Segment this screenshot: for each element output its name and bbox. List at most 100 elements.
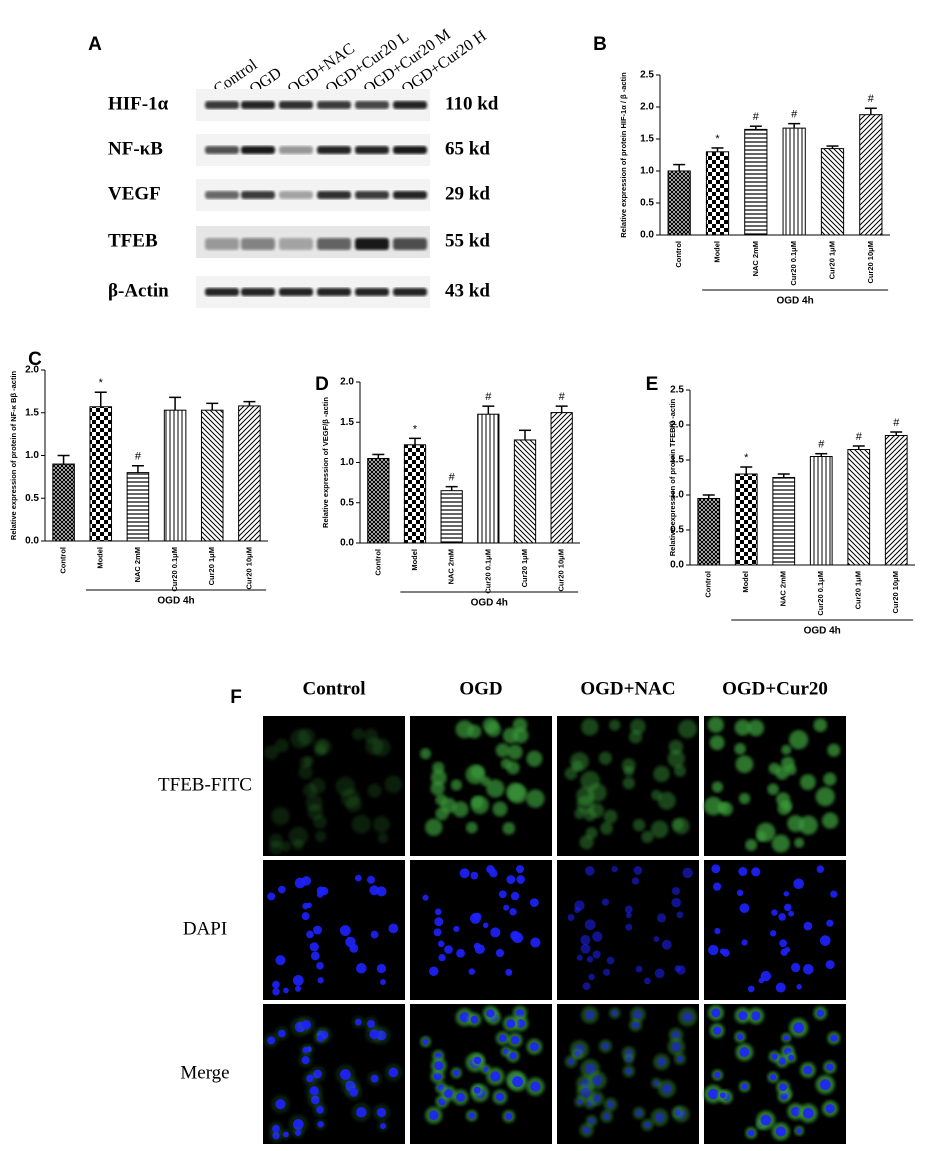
cell-dapi [301, 876, 312, 886]
bar [513, 439, 537, 544]
cell-dapi [803, 1107, 814, 1119]
cell-fitc [785, 764, 797, 776]
cell-fitc [668, 739, 684, 755]
cell-dapi [576, 1098, 583, 1105]
bar [367, 457, 390, 544]
cell-dapi [530, 1081, 541, 1092]
cell-dapi [611, 866, 618, 873]
cell-dapi [793, 878, 804, 890]
bar [820, 148, 845, 236]
cell-dapi [711, 864, 721, 874]
significance-mark: # [868, 93, 875, 105]
bar [744, 128, 768, 236]
cell-fitc [367, 783, 382, 798]
group-label: OGD 4h [777, 296, 814, 307]
cell-dapi [301, 912, 310, 921]
y-tick-label: 1.0 [25, 450, 39, 461]
blot-band [317, 238, 351, 250]
cell-dapi [301, 1020, 312, 1030]
group-label: OGD 4h [157, 596, 194, 607]
cell-fitc [600, 821, 614, 835]
cell-fitc [581, 718, 599, 736]
cell-dapi [567, 1058, 575, 1066]
cell-dapi [576, 954, 583, 961]
cell-fitc [363, 728, 379, 744]
cell-fitc [776, 792, 791, 807]
cell-dapi [747, 1129, 755, 1137]
column-label: OGD [459, 678, 502, 699]
cell-dapi [313, 925, 322, 935]
cell-fitc [470, 795, 484, 809]
cell-dapi [739, 1047, 750, 1058]
cell-dapi [676, 911, 684, 919]
cell-dapi [370, 1074, 379, 1083]
cell-dapi [267, 892, 276, 901]
cell-fitc [564, 767, 578, 780]
cell-dapi [275, 955, 286, 966]
cell-fitc [345, 796, 362, 813]
cell-dapi [653, 1080, 660, 1086]
cell-dapi [459, 1012, 470, 1023]
cell-dapi [611, 1010, 618, 1017]
cell-dapi [592, 1094, 601, 1103]
cell-dapi [803, 921, 813, 931]
cell-dapi [490, 927, 501, 938]
cell-dapi [505, 968, 513, 976]
cell-fitc [268, 833, 283, 848]
y-tick-label: 0.5 [340, 497, 354, 508]
x-tick-label: Cur20 1μM [854, 571, 863, 609]
cell-fitc [771, 834, 790, 853]
cell-dapi [671, 897, 682, 908]
cell-dapi [429, 966, 439, 977]
cell-dapi [529, 1042, 539, 1052]
cell-dapi [316, 891, 324, 898]
cell-dapi [682, 1011, 693, 1023]
cell-fitc [585, 826, 598, 839]
cell-dapi [778, 1057, 786, 1065]
bar [200, 409, 224, 542]
cell-dapi [603, 1112, 611, 1120]
cell-fitc [734, 719, 751, 736]
cell-dapi [309, 942, 319, 952]
y-tick-label: 0.5 [25, 493, 39, 504]
cell-dapi [515, 1009, 525, 1018]
y-tick-label: 0.5 [640, 198, 654, 209]
cell-dapi [582, 982, 591, 991]
micrograph-background [263, 860, 405, 1000]
x-tick-label: Model [96, 547, 105, 569]
cell-dapi [438, 953, 446, 962]
panel-letter: B [593, 34, 607, 55]
cell-dapi [482, 922, 489, 929]
cell-dapi [366, 875, 375, 884]
protein-label: VEGF [108, 183, 161, 204]
cell-dapi [790, 1106, 801, 1117]
cell-fitc [667, 749, 685, 768]
cell-dapi [661, 1083, 672, 1094]
bar [859, 114, 883, 236]
x-tick-label: Cur20 0.1μM [816, 571, 825, 616]
cell-fitc [813, 718, 828, 733]
significance-mark: # [753, 111, 760, 123]
cell-fitc [598, 751, 613, 765]
cell-dapi [302, 902, 309, 910]
cell-fitc [507, 783, 528, 804]
protein-label: HIF-1α [108, 93, 169, 114]
bar [440, 490, 463, 544]
cell-dapi [482, 1066, 489, 1073]
cell-dapi [376, 1107, 387, 1118]
micrograph-background [704, 860, 846, 1000]
cell-dapi [714, 927, 721, 935]
cell-dapi [592, 1075, 603, 1086]
row-label: DAPI [183, 918, 227, 939]
cell-fitc [756, 822, 776, 842]
cell-dapi [349, 1087, 359, 1097]
cell-fitc [420, 748, 432, 760]
cell-dapi [580, 934, 591, 945]
blot-band [279, 146, 313, 154]
cell-dapi [376, 963, 387, 974]
cell-dapi [747, 985, 755, 993]
blot-band [393, 288, 427, 296]
cell-dapi [584, 1063, 596, 1075]
cell-fitc [465, 821, 478, 834]
cell-dapi [567, 914, 575, 922]
